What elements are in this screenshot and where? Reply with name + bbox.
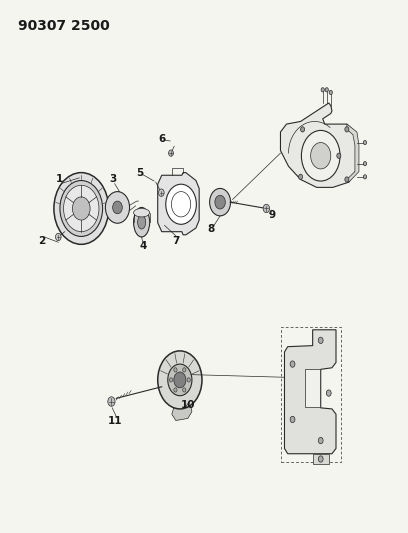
Circle shape xyxy=(364,140,366,144)
Circle shape xyxy=(54,173,109,244)
Circle shape xyxy=(183,368,186,372)
Circle shape xyxy=(158,351,202,409)
Circle shape xyxy=(290,361,295,367)
Ellipse shape xyxy=(133,208,150,217)
Circle shape xyxy=(318,438,323,443)
Circle shape xyxy=(105,191,130,223)
Circle shape xyxy=(210,189,231,216)
Text: 9: 9 xyxy=(268,210,275,220)
Circle shape xyxy=(318,456,323,462)
Text: 4: 4 xyxy=(139,241,146,252)
Circle shape xyxy=(55,233,61,241)
Circle shape xyxy=(310,142,331,169)
Circle shape xyxy=(60,181,102,237)
Text: 2: 2 xyxy=(39,236,46,246)
Circle shape xyxy=(263,204,270,213)
Circle shape xyxy=(345,177,349,182)
Circle shape xyxy=(169,378,173,382)
Circle shape xyxy=(337,153,341,158)
Circle shape xyxy=(345,127,349,132)
Circle shape xyxy=(183,388,186,392)
Circle shape xyxy=(113,201,122,214)
Circle shape xyxy=(174,372,186,388)
Circle shape xyxy=(166,184,196,224)
Circle shape xyxy=(187,378,190,382)
Text: 10: 10 xyxy=(181,400,195,410)
Circle shape xyxy=(169,150,173,156)
Text: 8: 8 xyxy=(208,223,215,233)
Ellipse shape xyxy=(137,215,146,229)
Polygon shape xyxy=(158,173,199,235)
Polygon shape xyxy=(172,401,192,421)
Circle shape xyxy=(108,397,115,406)
Text: 1: 1 xyxy=(55,174,63,184)
Circle shape xyxy=(326,390,331,396)
Circle shape xyxy=(329,90,333,94)
Circle shape xyxy=(318,337,323,343)
Polygon shape xyxy=(280,103,357,188)
Text: 5: 5 xyxy=(136,167,143,177)
Circle shape xyxy=(174,368,177,372)
Circle shape xyxy=(325,88,328,92)
Bar xyxy=(305,369,320,407)
Polygon shape xyxy=(313,454,329,464)
Polygon shape xyxy=(347,124,359,182)
Circle shape xyxy=(299,174,303,180)
Circle shape xyxy=(301,127,305,132)
Text: 6: 6 xyxy=(158,134,165,144)
Circle shape xyxy=(364,175,366,179)
Circle shape xyxy=(168,364,192,395)
Ellipse shape xyxy=(133,207,150,237)
Bar xyxy=(281,327,341,462)
Circle shape xyxy=(72,197,90,220)
Circle shape xyxy=(174,388,177,392)
Circle shape xyxy=(64,185,99,232)
Circle shape xyxy=(159,189,164,196)
Circle shape xyxy=(302,131,340,181)
Circle shape xyxy=(364,161,366,166)
Text: 7: 7 xyxy=(172,236,180,246)
Circle shape xyxy=(321,88,324,92)
Circle shape xyxy=(290,416,295,423)
Circle shape xyxy=(215,195,225,209)
Polygon shape xyxy=(284,330,336,454)
Text: 90307 2500: 90307 2500 xyxy=(18,19,110,33)
Text: 3: 3 xyxy=(109,174,116,184)
Text: 11: 11 xyxy=(107,416,122,425)
